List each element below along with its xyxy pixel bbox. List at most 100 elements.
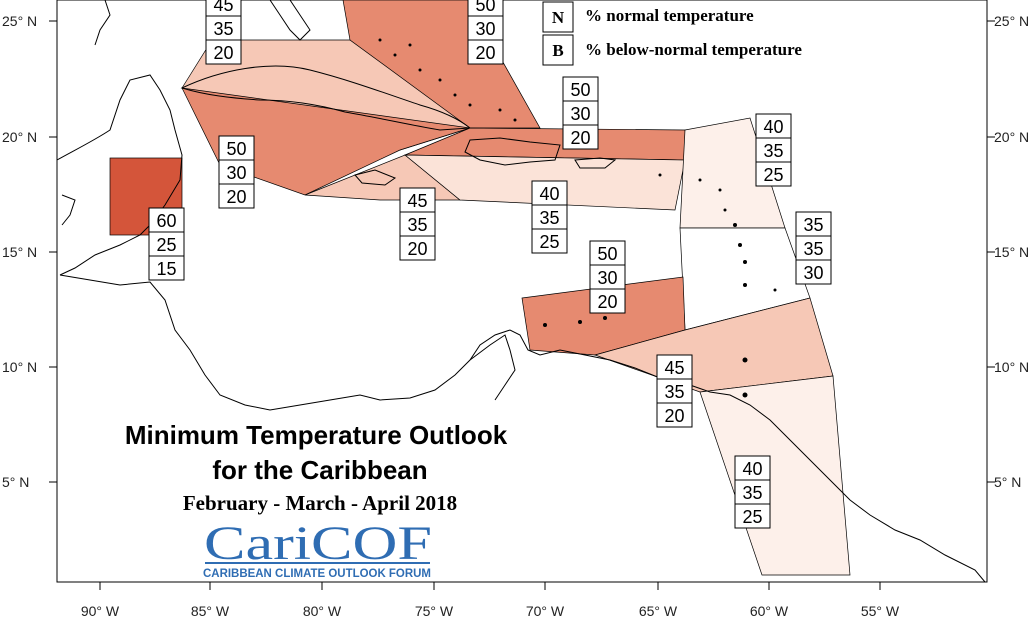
probability-value: 45 bbox=[664, 358, 684, 378]
longitude-label: 80° W bbox=[303, 603, 342, 619]
probability-value: 25 bbox=[742, 507, 762, 527]
probability-value: 60 bbox=[156, 211, 176, 231]
longitude-label: 55° W bbox=[861, 603, 900, 619]
probability-cell bbox=[734, 503, 771, 529]
longitude-label: 85° W bbox=[191, 603, 230, 619]
probability-value: 20 bbox=[597, 292, 617, 312]
probability-box: 45 35 20 bbox=[656, 354, 693, 428]
logo-name: CariCOF bbox=[204, 517, 432, 570]
probability-cell bbox=[795, 211, 832, 237]
probability-value: 40 bbox=[539, 184, 559, 204]
latitude-label-left: 20° N bbox=[2, 129, 37, 145]
latitude-label-right: 5° N bbox=[994, 474, 1021, 490]
probability-cell bbox=[656, 354, 693, 380]
longitude-label: 60° W bbox=[750, 603, 789, 619]
probability-box: 50 30 20 bbox=[589, 240, 626, 314]
probability-cell bbox=[399, 235, 436, 261]
probability-value: 35 bbox=[742, 483, 762, 503]
probability-cell bbox=[531, 228, 568, 254]
legend-key-n: N bbox=[552, 8, 565, 27]
legend-text-b: % below-normal temperature bbox=[585, 40, 802, 59]
legend-key-b: B bbox=[552, 41, 563, 60]
probability-box: 50 30 20 bbox=[467, 0, 504, 65]
probability-cell bbox=[531, 204, 568, 230]
probability-value: 20 bbox=[226, 187, 246, 207]
latitude-label-right: 20° N bbox=[994, 129, 1029, 145]
logo-tagline: CARIBBEAN CLIMATE OUTLOOK FORUM bbox=[203, 566, 431, 580]
probability-cell bbox=[589, 264, 626, 290]
probability-cell bbox=[148, 255, 185, 281]
probability-box: 45 35 20 bbox=[205, 0, 242, 65]
caricof-logo: CariCOF CARIBBEAN CLIMATE OUTLOOK FORUM bbox=[203, 517, 432, 580]
probability-cell bbox=[755, 137, 792, 163]
probability-value: 35 bbox=[664, 382, 684, 402]
probability-value: 40 bbox=[763, 117, 783, 137]
probability-value: 35 bbox=[407, 215, 427, 235]
longitude-label: 75° W bbox=[415, 603, 454, 619]
probability-value: 50 bbox=[570, 80, 590, 100]
probability-cell bbox=[734, 455, 771, 481]
probability-value: 35 bbox=[539, 208, 559, 228]
latitude-labels: 25° N 25° N 20° N 20° N 15° N 15° N 10° N 10° N… bbox=[2, 13, 1029, 490]
probability-cell bbox=[218, 159, 255, 185]
latitude-label-left: 10° N bbox=[2, 359, 37, 375]
map-period: February - March - April 2018 bbox=[183, 491, 457, 515]
latitude-label-left: 25° N bbox=[2, 13, 37, 29]
coastlines bbox=[56, 0, 986, 583]
probability-value: 20 bbox=[664, 406, 684, 426]
legend: N % normal temperature B % below-normal … bbox=[542, 1, 802, 66]
probability-box: 35 35 30 bbox=[795, 211, 832, 285]
probability-cell bbox=[589, 288, 626, 314]
probability-value: 25 bbox=[539, 232, 559, 252]
probability-value: 35 bbox=[763, 141, 783, 161]
probability-value: 20 bbox=[407, 239, 427, 259]
probability-value: 50 bbox=[475, 0, 495, 15]
probability-box: 50 30 20 bbox=[562, 76, 599, 150]
probability-value: 20 bbox=[213, 43, 233, 63]
probability-value: 50 bbox=[226, 139, 246, 159]
probability-cell bbox=[755, 113, 792, 139]
longitude-label: 70° W bbox=[526, 603, 565, 619]
probability-cell bbox=[399, 187, 436, 213]
probability-value: 35 bbox=[803, 215, 823, 235]
axis-ticks bbox=[49, 20, 995, 590]
probability-cell bbox=[795, 235, 832, 261]
probability-box: 60 25 15 bbox=[148, 207, 185, 281]
map-title-line1: Minimum Temperature Outlook bbox=[125, 420, 508, 450]
legend-key-box-b bbox=[542, 34, 574, 66]
latitude-label-right: 25° N bbox=[994, 13, 1029, 29]
probability-cell bbox=[795, 259, 832, 285]
probability-cell bbox=[531, 180, 568, 206]
probability-value: 20 bbox=[475, 43, 495, 63]
probability-cell bbox=[218, 135, 255, 161]
longitude-label: 65° W bbox=[639, 603, 678, 619]
probability-cell bbox=[218, 183, 255, 209]
longitude-label: 90° W bbox=[81, 603, 120, 619]
probability-box: 50 30 20 bbox=[218, 135, 255, 209]
probability-value: 35 bbox=[213, 19, 233, 39]
probability-cell bbox=[656, 402, 693, 428]
probability-value: 30 bbox=[597, 268, 617, 288]
longitude-labels: 90° W 85° W 80° W 75° W 70° W 65° W 60° W 55° W bbox=[81, 603, 900, 619]
probability-value: 30 bbox=[475, 19, 495, 39]
latitude-label-left: 5° N bbox=[2, 474, 29, 490]
probability-value: 30 bbox=[803, 263, 823, 283]
legend-text-n: % normal temperature bbox=[585, 6, 754, 25]
probability-value: 45 bbox=[407, 191, 427, 211]
probability-value: 30 bbox=[570, 104, 590, 124]
probability-value: 15 bbox=[156, 259, 176, 279]
probability-cell bbox=[148, 231, 185, 257]
probability-value: 30 bbox=[226, 163, 246, 183]
probability-box: 40 35 25 bbox=[755, 113, 792, 187]
probability-cell bbox=[467, 39, 504, 65]
probability-value: 20 bbox=[570, 128, 590, 148]
map-title-line2: for the Caribbean bbox=[212, 455, 427, 485]
probability-cell bbox=[562, 100, 599, 126]
probability-box: 40 35 25 bbox=[734, 455, 771, 529]
probability-box: 40 35 25 bbox=[531, 180, 568, 254]
probability-value: 25 bbox=[156, 235, 176, 255]
latitude-label-right: 10° N bbox=[994, 359, 1029, 375]
latitude-label-left: 15° N bbox=[2, 244, 37, 260]
probability-cell bbox=[467, 15, 504, 41]
